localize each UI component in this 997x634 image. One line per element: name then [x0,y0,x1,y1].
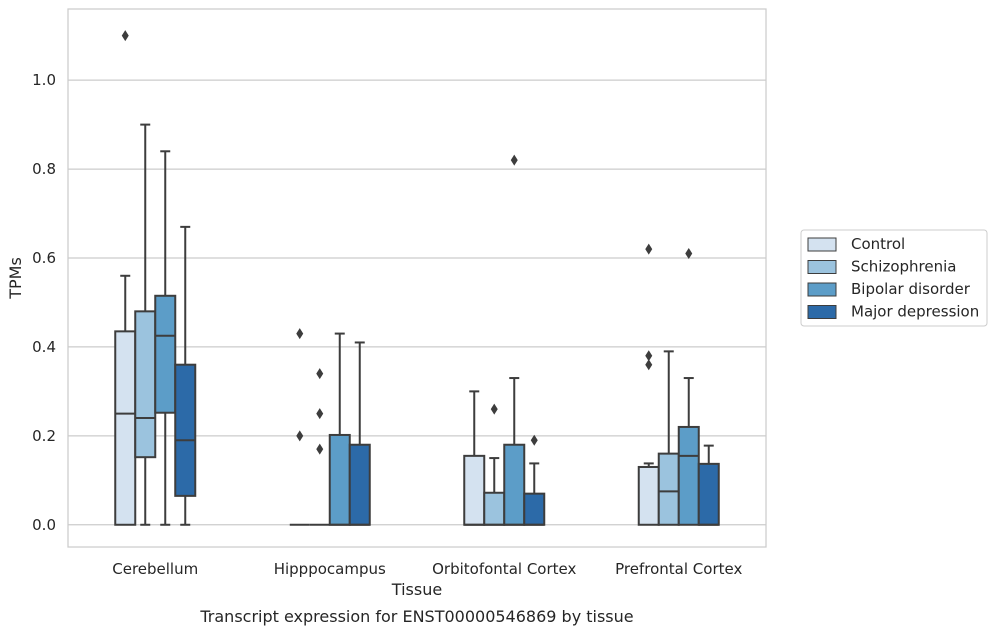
box-group [697,444,720,526]
x-tick-label: Cerebellum [112,560,198,578]
box [174,363,197,497]
x-axis-label: Tissue [391,580,442,599]
box [154,294,177,414]
outlier-point [121,30,129,42]
outlier-point [645,243,653,255]
plot-frame [67,8,767,548]
outlier-point [490,403,498,415]
legend-label: Major depression [851,303,979,321]
outlier-point [296,430,304,442]
box [348,443,371,526]
outlier-point [530,434,538,446]
box-group [503,154,526,526]
outlier-point [510,154,518,166]
x-tick-label: Prefrontal Cortex [615,560,742,578]
chart-title: Transcript expression for ENST0000054686… [199,607,633,626]
legend-swatch [807,237,837,252]
box-group [174,225,197,526]
x-tick-labels: Cerebellum Hipppocampus Orbitofontal Corte… [112,560,742,578]
y-tick-label: 0.6 [32,249,56,267]
legend-label: Schizophrenia [851,258,956,276]
box [503,443,526,526]
box [134,310,157,459]
y-axis-label: TPMs [6,257,25,300]
outlier-point [316,408,324,420]
box-group [657,350,680,526]
box-group [328,332,351,526]
box [328,433,351,526]
box [637,465,660,526]
box [657,452,680,526]
box-group [463,390,486,526]
box-group [348,341,371,526]
outlier-point [296,328,304,340]
legend-items: Control Schizophrenia Bipolar disorder Majo… [807,235,979,321]
y-tick-label: 0.2 [32,427,56,445]
outlier-point [685,248,693,260]
y-tick-label: 1.0 [32,71,56,89]
box-group [289,328,310,526]
box [463,454,486,526]
outlier-point [645,350,653,362]
y-tick-label: 0.4 [32,338,56,356]
box-group [154,150,177,526]
outlier-point [645,359,653,371]
y-tick-label: 0.0 [32,516,56,534]
box [697,462,720,526]
legend-label: Control [851,235,905,253]
legend-label: Bipolar disorder [851,280,971,298]
legend-swatch [807,305,837,319]
x-tick-label: Orbitofontal Cortex [432,560,576,578]
box-group [523,434,546,526]
legend-frame [800,229,988,327]
box-group [637,243,660,526]
x-tick-label: Hipppocampus [274,560,386,578]
box-group [309,368,330,526]
box [483,491,506,526]
y-tick-labels: 0.0 0.2 0.4 0.6 0.8 1.0 [32,71,56,534]
box [114,330,137,526]
box [523,492,546,526]
y-tick-label: 0.8 [32,160,56,178]
legend: Control Schizophrenia Bipolar disorder Majo… [800,229,988,327]
outlier-point [316,443,324,455]
box [677,425,700,526]
box-layer [114,30,720,526]
outlier-point [316,368,324,380]
box-group [483,403,506,526]
box-group [134,123,157,526]
legend-swatch [807,282,837,297]
legend-swatch [807,260,837,274]
